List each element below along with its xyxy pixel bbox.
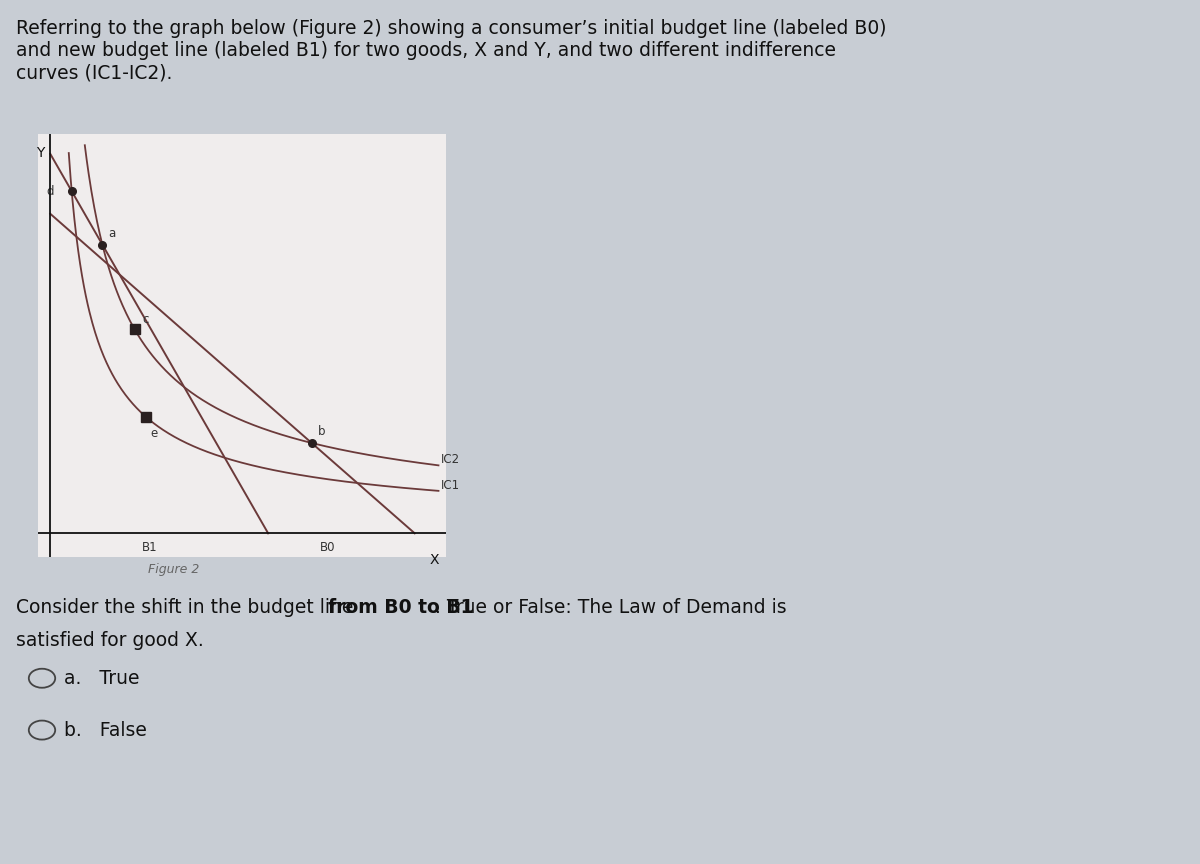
Text: X: X [430, 553, 439, 568]
Text: Referring to the graph below (Figure 2) showing a consumer’s initial budget line: Referring to the graph below (Figure 2) … [16, 19, 886, 38]
Text: IC1: IC1 [440, 480, 460, 492]
Text: . True or False: The Law of Demand is: . True or False: The Law of Demand is [434, 598, 786, 617]
Text: b.   False: b. False [64, 721, 146, 740]
Text: curves (IC1-IC2).: curves (IC1-IC2). [16, 64, 172, 83]
Text: Figure 2: Figure 2 [149, 563, 199, 576]
Text: IC2: IC2 [440, 454, 460, 467]
Text: B0: B0 [320, 541, 335, 555]
Text: e: e [150, 427, 157, 440]
Text: c: c [143, 314, 149, 327]
Text: B1: B1 [142, 541, 157, 555]
Text: d: d [46, 185, 54, 198]
Text: Y: Y [36, 146, 44, 160]
Text: Consider the shift in the budget line: Consider the shift in the budget line [16, 598, 359, 617]
Text: satisfied for good X.: satisfied for good X. [16, 631, 203, 650]
Text: from B0 to B1: from B0 to B1 [328, 598, 474, 617]
Text: and new budget line (labeled B1) for two goods, X and Y, and two different indif: and new budget line (labeled B1) for two… [16, 41, 835, 60]
Text: b: b [318, 425, 325, 438]
Text: a: a [108, 226, 115, 239]
Text: a.   True: a. True [64, 669, 139, 688]
